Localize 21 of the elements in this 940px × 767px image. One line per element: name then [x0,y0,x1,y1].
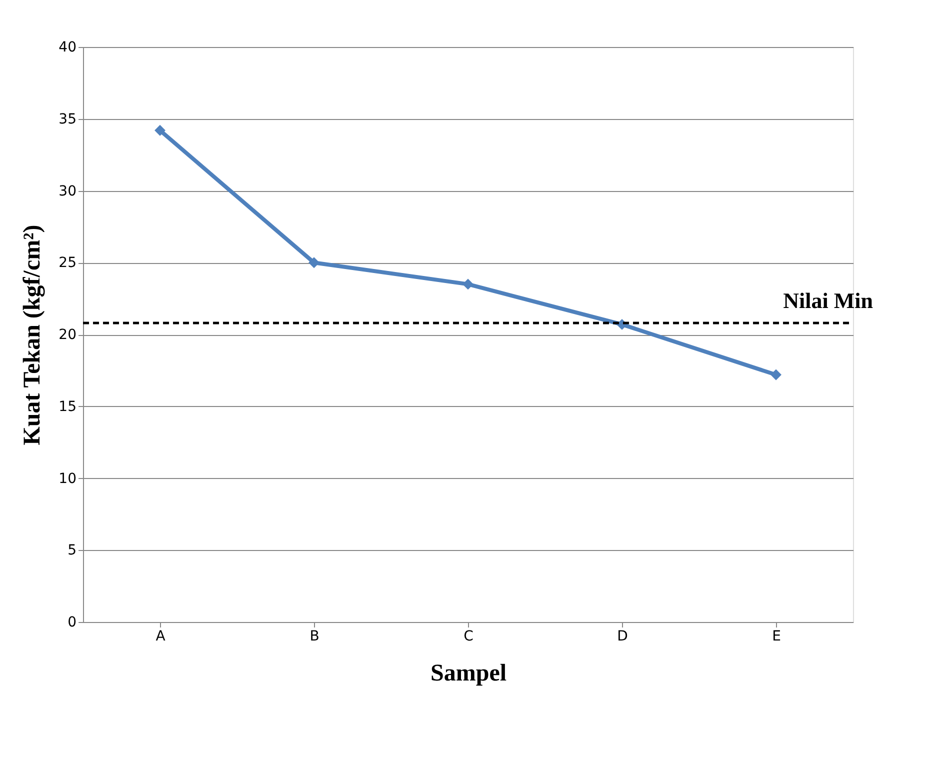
x-axis-title: Sampel [430,660,507,686]
point [462,278,474,290]
y-tick-label: 35 [58,111,76,128]
x-tick-label: E [772,628,781,644]
y-axis-title: Kuat Tekan (kgf/cm²) [20,224,46,446]
point [308,257,320,268]
x-tick-label: B [310,628,320,644]
ref-line-label: Nilai Min [783,288,873,313]
y-tick-label: 25 [58,255,76,272]
y-tick-label: 40 [58,40,76,56]
y-tick-label: 20 [58,327,76,343]
point [154,124,166,136]
y-tick-label: 5 [68,542,76,559]
x-tick-label: A [156,628,166,644]
y-tick-label: 0 [68,614,76,630]
point [770,369,782,380]
x-tick-label: D [617,628,628,644]
y-tick-label: 10 [58,470,76,487]
x-tick-label: C [464,628,474,644]
y-tick-label: 30 [58,183,76,200]
y-tick-label: 15 [58,398,76,415]
